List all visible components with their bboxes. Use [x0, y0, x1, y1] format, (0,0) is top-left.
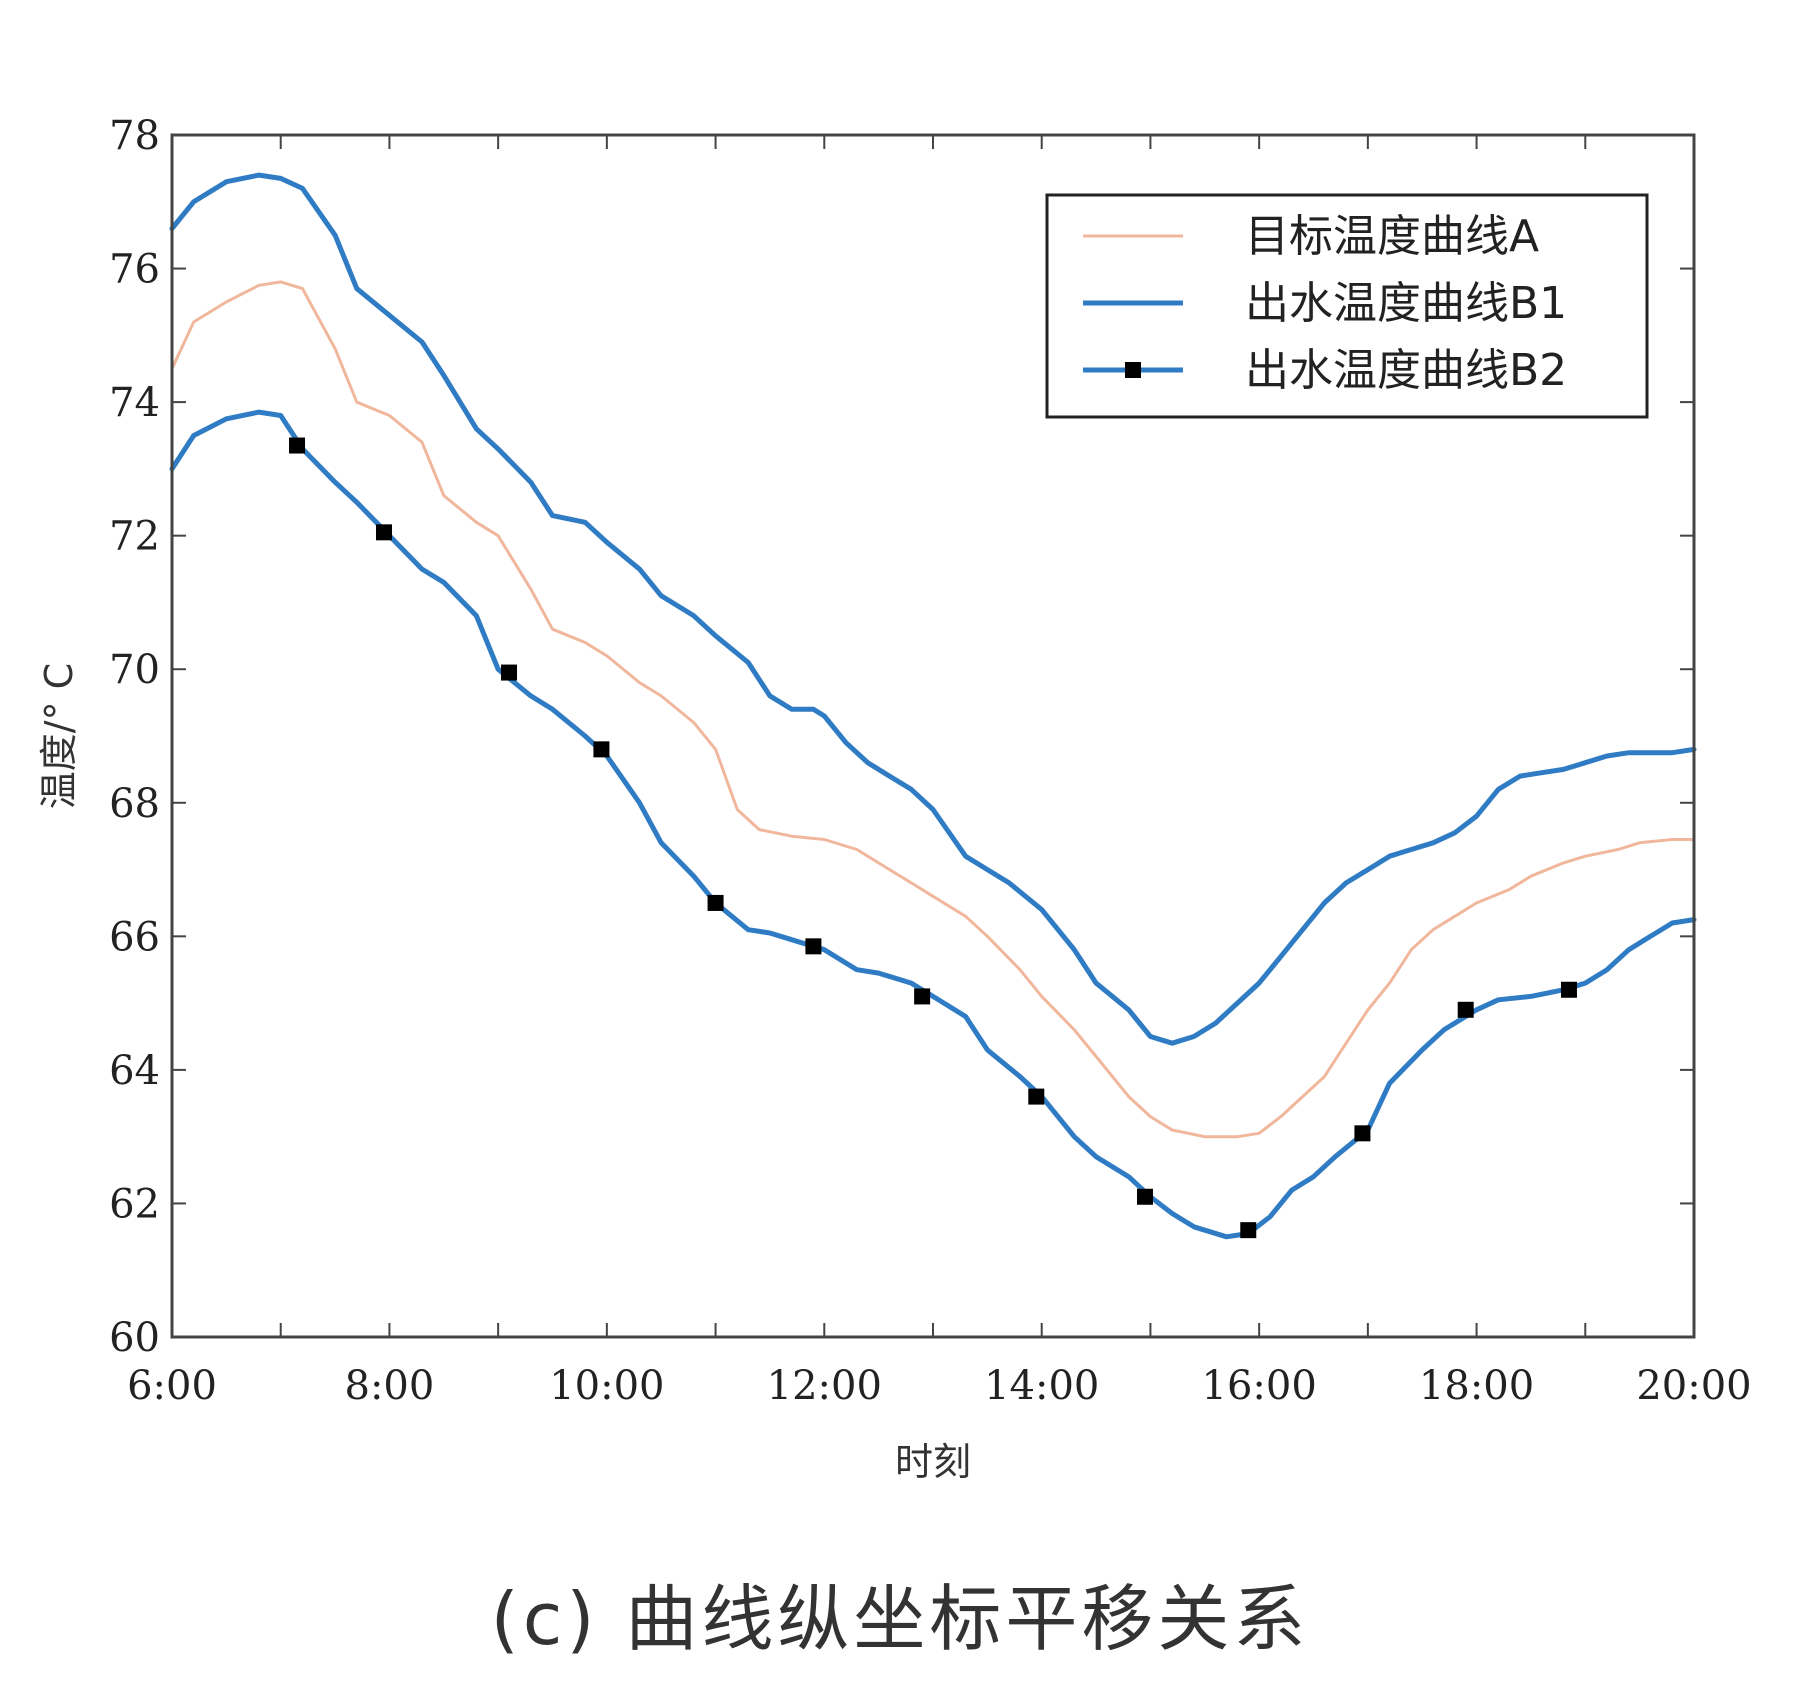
y-tick-label: 70: [109, 647, 160, 693]
series-3-marker: [1354, 1125, 1371, 1142]
series-3-marker: [1240, 1222, 1257, 1239]
legend: 目标温度曲线A 出水温度曲线B1 出水温度曲线B2: [1045, 193, 1649, 419]
y-tick-label: 64: [109, 1048, 160, 1094]
x-tick-label: 10:00: [549, 1363, 664, 1409]
y-tick-label: 66: [109, 914, 160, 960]
x-tick-label: 14:00: [984, 1363, 1099, 1409]
y-tick-label: 74: [109, 380, 160, 426]
y-tick-label: 68: [109, 781, 160, 827]
y-tick-label: 62: [109, 1181, 160, 1227]
y-tick-label: 78: [109, 113, 160, 159]
legend-box: [1045, 193, 1649, 419]
figure-caption: (c) 曲线纵坐标平移关系: [490, 1577, 1310, 1661]
x-tick-label: 12:00: [767, 1363, 882, 1409]
y-tick-label: 60: [109, 1315, 160, 1361]
x-tick-label: 6:00: [127, 1363, 217, 1409]
chart: 6:00 8:00 10:00 12:00 14:00 16:00 18:00 20:00 60…: [37, 113, 1752, 1484]
legend-marker-3: [1125, 362, 1141, 378]
legend-items: 目标温度曲线A 出水温度曲线B1 出水温度曲线B2: [1083, 211, 1567, 396]
axis-tick-labels: 6:00 8:00 10:00 12:00 14:00 16:00 18:00 20:00 60…: [109, 113, 1752, 1409]
series-line-1: [170, 280, 1696, 1139]
x-tick-label: 20:00: [1636, 1363, 1751, 1409]
series-3-marker: [707, 894, 724, 911]
series-3-marker: [805, 938, 822, 955]
series-3-marker: [1136, 1188, 1153, 1205]
axis-ticks: [171, 134, 1695, 1338]
series-3-marker: [1028, 1088, 1045, 1105]
series-3-marker: [289, 437, 306, 454]
series-3-marker: [1457, 1001, 1474, 1018]
x-tick-label: 18:00: [1419, 1363, 1534, 1409]
plot-lines: [169, 172, 1697, 1240]
x-tick-label: 8:00: [345, 1363, 435, 1409]
series-3-marker: [501, 664, 518, 681]
x-axis-title: 时刻: [895, 1440, 971, 1484]
x-tick-label: 16:00: [1202, 1363, 1317, 1409]
y-tick-label: 76: [109, 247, 160, 293]
plot-markers: [289, 437, 1577, 1239]
series-3-marker: [593, 741, 610, 758]
series-3-marker: [914, 988, 931, 1005]
y-axis-title: 温度/° C: [37, 663, 81, 809]
legend-label-2: 出水温度曲线B1: [1245, 278, 1567, 329]
series-line-3: [169, 409, 1697, 1240]
series-3-marker: [375, 524, 392, 541]
y-tick-label: 72: [109, 514, 160, 560]
legend-label-1: 目标温度曲线A: [1245, 211, 1539, 262]
series-3-marker: [1560, 981, 1577, 998]
series-line-2: [169, 172, 1697, 1046]
legend-label-3: 出水温度曲线B2: [1245, 345, 1567, 396]
